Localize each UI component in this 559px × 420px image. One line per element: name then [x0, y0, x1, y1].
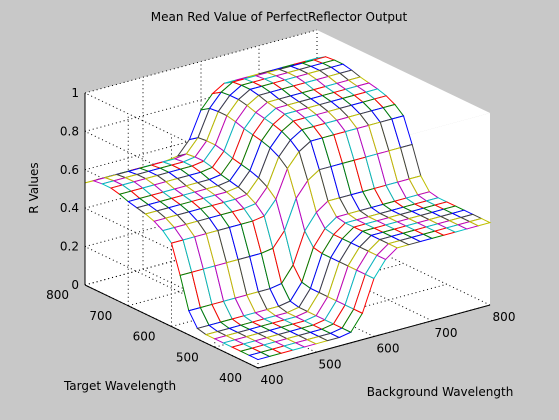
- z-tick-label: 0.4: [60, 201, 79, 215]
- z-tick-label: 0.2: [60, 240, 79, 254]
- y-tick-label: 500: [176, 350, 199, 364]
- mesh-face: [468, 217, 492, 227]
- z-axis-label: R Values: [27, 162, 41, 213]
- x-tick-label: 500: [319, 357, 342, 371]
- x-tick-label: 400: [261, 373, 284, 387]
- x-axis-line: [257, 304, 491, 369]
- y-tick-label: 800: [46, 288, 69, 302]
- z-tick-label: 0: [71, 278, 79, 292]
- wall-grid-line: [84, 29, 318, 94]
- y-axis-line: [84, 284, 259, 369]
- y-tick-label: 600: [133, 330, 156, 344]
- y-tick-label: 700: [89, 309, 112, 323]
- x-tick-label: 800: [493, 310, 516, 324]
- tick-labels: 40050060070080040050060070080000.20.40.6…: [46, 86, 515, 387]
- axis-lines: [84, 93, 491, 369]
- z-tick-label: 0.8: [60, 124, 79, 138]
- x-tick-label: 600: [377, 342, 400, 356]
- x-tick-label: 700: [435, 326, 458, 340]
- z-tick-label: 0.6: [60, 163, 79, 177]
- chart-title: Mean Red Value of PerfectReflector Outpu…: [151, 10, 408, 24]
- mesh-surface: [84, 56, 492, 361]
- x-axis-label: Background Wavelength: [367, 385, 514, 399]
- z-tick-label: 1: [71, 86, 79, 100]
- y-tick-label: 400: [219, 371, 242, 385]
- y-axis-label: Target Wavelength: [63, 379, 176, 393]
